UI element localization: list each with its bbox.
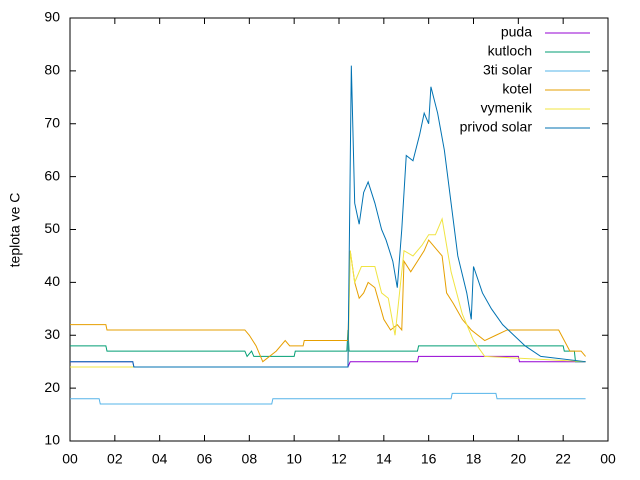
legend-label: kotel — [502, 81, 532, 97]
x-tick-label: 00 — [62, 451, 78, 467]
y-tick-label: 50 — [44, 220, 60, 236]
y-tick-label: 30 — [44, 326, 60, 342]
x-tick-label: 10 — [286, 451, 302, 467]
series-line — [70, 65, 586, 368]
y-tick-label: 10 — [44, 432, 60, 448]
y-tick-label: 90 — [44, 9, 60, 25]
series-line — [70, 392, 586, 405]
legend-label: kutloch — [488, 43, 532, 59]
series-line — [70, 239, 586, 363]
series-line — [70, 217, 586, 368]
legend-label: vymenik — [481, 100, 533, 116]
legend-label: puda — [501, 24, 532, 40]
y-tick-label: 40 — [44, 273, 60, 289]
x-tick-label: 14 — [376, 451, 392, 467]
y-axis-label: teplota ve C — [7, 193, 23, 268]
x-tick-label: 00 — [600, 451, 616, 467]
x-tick-label: 04 — [152, 451, 168, 467]
legend-label: privod solar — [460, 119, 533, 135]
series-line — [70, 329, 586, 363]
x-tick-label: 18 — [466, 451, 482, 467]
legend-label: 3ti solar — [483, 62, 532, 78]
x-tick-label: 22 — [555, 451, 571, 467]
x-tick-label: 20 — [511, 451, 527, 467]
y-tick-label: 80 — [44, 62, 60, 78]
x-tick-label: 08 — [242, 451, 258, 467]
x-tick-label: 06 — [197, 451, 213, 467]
x-tick-label: 16 — [421, 451, 437, 467]
y-tick-label: 60 — [44, 167, 60, 183]
x-tick-label: 12 — [331, 451, 347, 467]
y-tick-label: 70 — [44, 114, 60, 130]
x-tick-label: 02 — [107, 451, 123, 467]
y-tick-label: 20 — [44, 379, 60, 395]
